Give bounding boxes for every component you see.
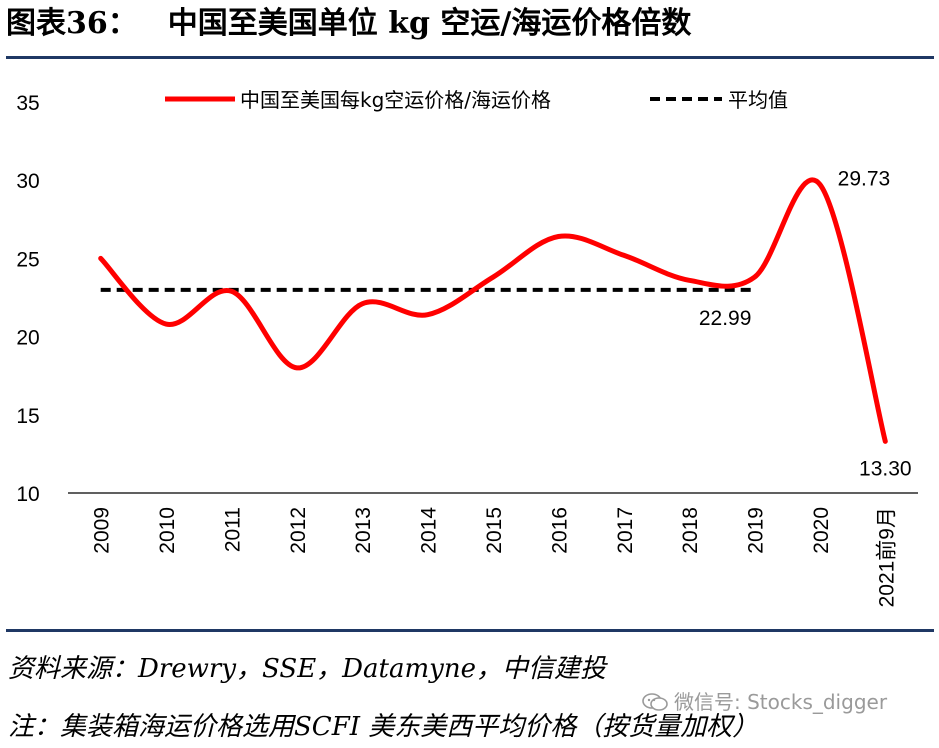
x-tick-label: 2013	[352, 507, 375, 554]
data-label: 29.73	[838, 167, 891, 190]
data-label: 13.30	[859, 457, 912, 480]
y-tick-label: 20	[16, 327, 39, 350]
remark-note: 注：集装箱海运价格选用SCFI 美东美西平均价格（按货量加权）	[8, 712, 759, 742]
figure-title-text: 中国至美国单位 kg 空运/海运价格倍数	[167, 6, 692, 41]
y-tick-label: 15	[16, 405, 39, 428]
x-tick-label: 2021前9月	[875, 507, 898, 607]
x-tick-label: 2019	[745, 507, 768, 554]
legend: 中国至美国每kg空运价格/海运价格 平均值	[165, 88, 788, 112]
data-label: 22.99	[699, 307, 752, 330]
data-labels: 29.73 13.30 22.99	[699, 167, 912, 480]
x-tick-label: 2017	[614, 507, 637, 554]
title-divider	[6, 56, 934, 59]
x-tick-label: 2010	[156, 507, 179, 554]
line-chart: 10 15 20 25 30 35 2009 2010 2011 2012 2013 2014 201…	[16, 88, 918, 608]
x-tick-label: 2014	[418, 507, 441, 554]
watermark: 微信号: Stocks_digger	[642, 686, 887, 715]
x-tick-label: 2012	[287, 507, 310, 554]
y-axis: 10 15 20 25 30 35	[16, 92, 39, 506]
x-tick-label: 2018	[679, 507, 702, 554]
x-tick-label: 2011	[221, 507, 244, 552]
x-tick-label: 2020	[810, 507, 833, 554]
footer-divider	[6, 629, 934, 632]
x-tick-label: 2015	[483, 507, 506, 554]
figure-title: 图表36： 中国至美国单位 kg 空运/海运价格倍数	[6, 4, 691, 44]
legend-label-average: 平均值	[728, 88, 788, 112]
x-axis: 2009 2010 2011 2012 2013 2014 2015 2016 2017 2018…	[91, 507, 899, 608]
y-tick-label: 25	[16, 248, 39, 271]
x-tick-label: 2016	[548, 507, 571, 554]
y-tick-label: 10	[16, 483, 39, 506]
y-tick-label: 30	[16, 170, 39, 193]
watermark-text: 微信号: Stocks_digger	[674, 690, 888, 714]
source-note: 资料来源：Drewry，SSE，Datamyne，中信建投	[8, 654, 606, 684]
wechat-icon	[642, 693, 668, 711]
y-tick-label: 35	[16, 92, 39, 115]
x-tick-label: 2009	[91, 507, 114, 554]
legend-label-ratio: 中国至美国每kg空运价格/海运价格	[240, 88, 551, 112]
series-line-air-sea-ratio	[98, 177, 888, 444]
figure-number: 图表36：	[6, 6, 138, 41]
